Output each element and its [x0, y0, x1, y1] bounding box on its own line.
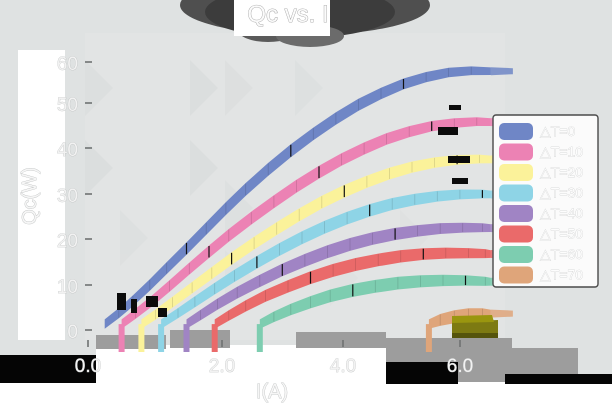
series-tail-7: [490, 309, 513, 318]
olive-artifact: [452, 315, 498, 338]
data-series-group: [104, 66, 513, 352]
y-axis-title: Qc(W): [19, 167, 41, 225]
bottom-overlay-box: [0, 380, 612, 407]
y-tick-10: 10: [57, 277, 78, 298]
legend-label-0: △T=0: [540, 123, 575, 139]
legend-swatch-2[interactable]: [499, 164, 533, 181]
legend-swatch-5[interactable]: [499, 225, 533, 243]
series-onset-3: [158, 324, 165, 352]
legend: △T=0 △T=10 △T=20 △T=30 △T=40 △T=50 △T=60 △T=70: [492, 114, 599, 288]
series-band-5: [214, 247, 491, 329]
legend-label-3: △T=30: [540, 185, 583, 201]
legend-label-7: △T=70: [540, 267, 583, 283]
series-onset-6: [256, 324, 263, 352]
legend-swatch-3[interactable]: [499, 184, 533, 202]
x-tick-6: 6.0: [447, 356, 473, 377]
x-axis-title: I(A): [256, 381, 288, 403]
legend-label-1: △T=10: [540, 144, 583, 160]
chart-title: Qc vs. I: [247, 1, 328, 28]
legend-swatch-0[interactable]: [499, 123, 533, 140]
series-tail-0: [490, 67, 513, 76]
ink-blots: [117, 105, 470, 317]
y-tick-20: 20: [57, 231, 78, 252]
legend-label-2: △T=20: [540, 164, 583, 180]
series-onset-2: [138, 324, 145, 352]
series-onset-4: [183, 324, 190, 352]
background-artifacts: [85, 60, 428, 306]
x-tick-0: 0.0: [75, 356, 101, 377]
series-onset-1: [118, 324, 125, 352]
y-tick-60: 60: [57, 54, 78, 75]
legend-swatch-7[interactable]: [499, 266, 533, 284]
legend-label-5: △T=50: [540, 226, 583, 242]
y-tick-0: 0: [67, 322, 78, 343]
y-tick-30: 30: [57, 186, 78, 207]
y-tick-50: 50: [57, 95, 78, 116]
y-tick-labels: 0 10 20 30 40 50 60: [57, 54, 79, 344]
title-overlay-box: [234, 0, 330, 36]
x-tick-4: 4.0: [330, 356, 356, 377]
series-band-4: [186, 222, 491, 329]
x-tick-2: 2.0: [209, 356, 235, 377]
legend-label-4: △T=40: [540, 205, 583, 221]
y-tick-40: 40: [57, 140, 78, 161]
legend-swatch-4[interactable]: [499, 205, 533, 222]
series-onset-5: [211, 324, 218, 352]
series-onset-7: [425, 324, 432, 352]
legend-swatch-6[interactable]: [499, 246, 533, 263]
series-band-6: [259, 274, 491, 329]
legend-label-6: △T=60: [540, 246, 583, 262]
x-tick-labels: 0.0 2.0 4.0 6.0: [74, 356, 473, 378]
yaxis-overlay-box: [18, 50, 65, 340]
axes: [85, 61, 461, 347]
legend-swatch-1[interactable]: [499, 143, 533, 161]
